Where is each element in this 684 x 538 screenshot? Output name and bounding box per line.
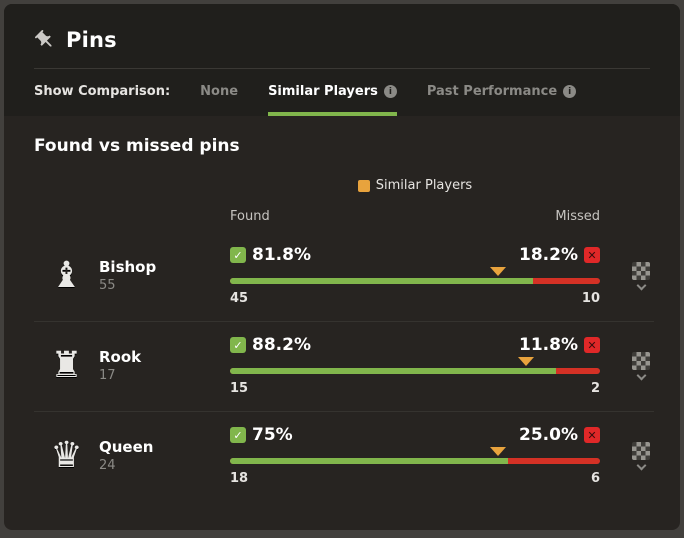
- piece-total-count: 24: [99, 458, 116, 473]
- found-count: 18: [230, 471, 249, 486]
- tab-none[interactable]: None: [200, 84, 238, 116]
- similar-players-swatch-icon: [357, 179, 370, 192]
- missed-column-header: Missed: [555, 209, 600, 224]
- expand-games-button[interactable]: [632, 442, 654, 471]
- chevron-down-icon: [636, 370, 646, 381]
- missed-x-icon: ✕: [584, 337, 600, 353]
- found-count: 45: [230, 291, 249, 306]
- missed-x-icon: ✕: [584, 427, 600, 443]
- chessboard-icon: [632, 262, 650, 280]
- missed-percent: 25.0%: [519, 425, 578, 445]
- found-bar-segment: [230, 458, 508, 464]
- missed-count: 10: [581, 291, 600, 306]
- missed-x-icon: ✕: [584, 247, 600, 263]
- comparison-tabs: Show Comparison: None Similar Players Pa…: [34, 69, 650, 116]
- found-percent: 88.2%: [252, 335, 311, 355]
- piece-name: Rook: [99, 348, 142, 366]
- similar-players-marker-icon: [490, 267, 507, 276]
- missed-count: 2: [590, 381, 600, 396]
- tab-similar-players-label: Similar Players: [268, 84, 378, 99]
- pushpin-icon: [34, 29, 56, 51]
- header-divider: [34, 68, 650, 69]
- card-header: Pins Show Comparison: None Similar Playe…: [4, 4, 680, 116]
- piece-row-bishop: ♝ Bishop 55 ✓ 81.8% 18.2% ✕: [34, 232, 654, 321]
- expand-games-button[interactable]: [632, 352, 654, 381]
- found-check-icon: ✓: [230, 427, 246, 443]
- chevron-down-icon: [636, 280, 646, 291]
- piece-row-rook: ♜ Rook 17 ✓ 88.2% 11.8% ✕: [34, 321, 654, 411]
- found-percent: 75%: [252, 425, 293, 445]
- found-missed-bar: [230, 357, 600, 374]
- info-icon: [563, 85, 577, 98]
- piece-name: Queen: [99, 438, 154, 456]
- bishop-piece-icon: ♝: [50, 254, 83, 296]
- rook-piece-icon: ♜: [50, 344, 83, 386]
- found-column-header: Found: [230, 209, 270, 224]
- show-comparison-label: Show Comparison:: [34, 84, 171, 99]
- found-check-icon: ✓: [230, 247, 246, 263]
- missed-percent: 18.2%: [519, 245, 578, 265]
- chevron-down-icon: [636, 460, 646, 471]
- found-count: 15: [230, 381, 249, 396]
- found-bar-segment: [230, 278, 533, 284]
- similar-players-marker-icon: [518, 357, 534, 366]
- found-percent: 81.8%: [252, 245, 311, 265]
- tab-past-performance[interactable]: Past Performance: [426, 84, 577, 116]
- found-missed-bar: [230, 267, 600, 284]
- chart-legend: Similar Players: [230, 178, 600, 193]
- legend-label: Similar Players: [375, 178, 473, 193]
- piece-row-queen: ♛ Queen 24 ✓ 75% 25.0% ✕: [34, 411, 654, 501]
- info-icon: [383, 85, 397, 98]
- pins-card: Pins Show Comparison: None Similar Playe…: [4, 4, 680, 530]
- piece-name: Bishop: [99, 258, 157, 276]
- expand-games-button[interactable]: [632, 262, 654, 291]
- tab-similar-players[interactable]: Similar Players: [268, 84, 397, 116]
- missed-percent: 11.8%: [519, 335, 578, 355]
- tab-past-performance-label: Past Performance: [426, 84, 558, 99]
- chessboard-icon: [632, 352, 650, 370]
- found-bar-segment: [230, 368, 557, 374]
- piece-total-count: 55: [99, 278, 116, 293]
- page-title: Pins: [66, 28, 117, 52]
- found-missed-bar: [230, 447, 600, 464]
- piece-total-count: 17: [99, 368, 116, 383]
- tab-none-label: None: [200, 84, 239, 99]
- found-check-icon: ✓: [230, 337, 246, 353]
- missed-count: 6: [590, 471, 600, 486]
- queen-piece-icon: ♛: [50, 434, 83, 476]
- section-title: Found vs missed pins: [34, 136, 240, 156]
- similar-players-marker-icon: [490, 447, 507, 456]
- chessboard-icon: [632, 442, 650, 460]
- found-vs-missed-section: Found vs missed pins Similar Players Fou…: [4, 116, 680, 501]
